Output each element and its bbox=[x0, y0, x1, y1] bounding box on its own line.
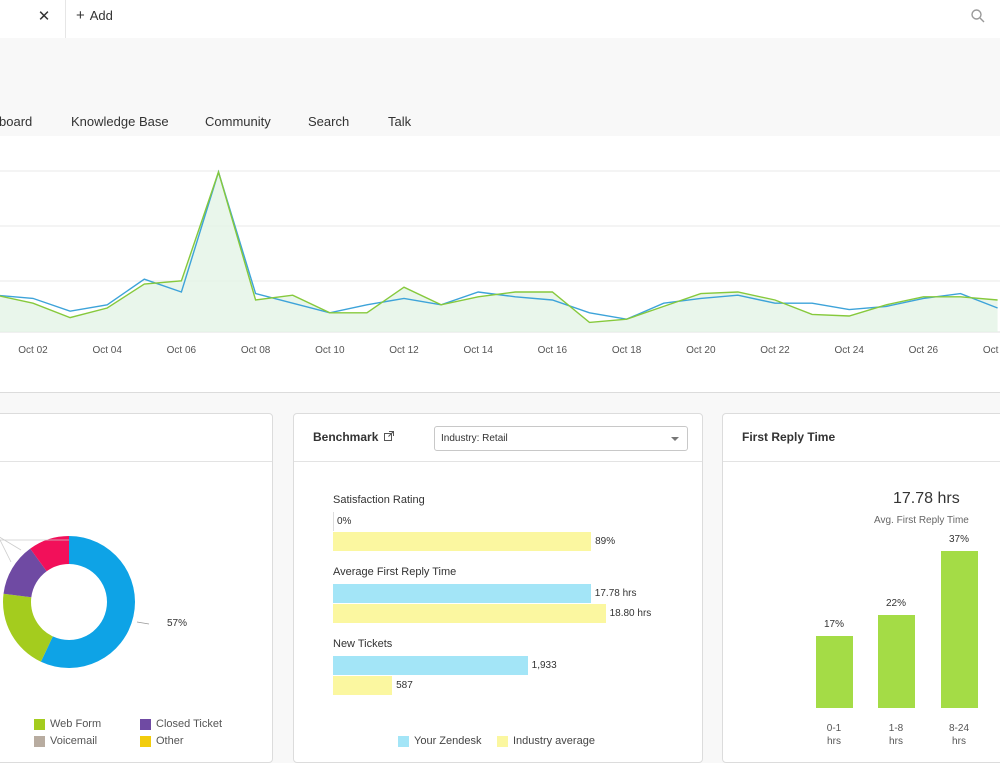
x-tick-label: Oct 02 bbox=[18, 345, 48, 356]
donut-slice-1 bbox=[40, 536, 135, 668]
reply-time-percent: 17% bbox=[823, 618, 844, 630]
x-tick-label: Oct 10 bbox=[315, 345, 345, 356]
legend-voicemail: Voicemail bbox=[50, 735, 98, 747]
legend-swatch-closed-ticket bbox=[140, 719, 151, 730]
tab-divider bbox=[65, 0, 66, 38]
reporting-nav: board Knowledge Base Community Search Ta… bbox=[0, 38, 1000, 137]
benchmark-metric-label: Average First Reply Time bbox=[333, 566, 457, 578]
first-reply-time-headline: 17.78 hrs bbox=[893, 490, 960, 507]
legend-industry-average: Industry average bbox=[513, 735, 595, 747]
legend-swatch-web-form bbox=[34, 719, 45, 730]
benchmark-metric-label: New Tickets bbox=[333, 638, 393, 650]
donut-slice-2 bbox=[2, 593, 53, 662]
chevron-down-icon bbox=[671, 437, 679, 441]
donut-leader-line bbox=[136, 621, 150, 625]
reply-time-range: 1-8 bbox=[888, 723, 904, 734]
reply-time-percent: 22% bbox=[885, 597, 906, 609]
industry-select-value: Industry: Retail bbox=[441, 433, 508, 444]
donut-leader-line bbox=[0, 536, 22, 551]
legend-closed-ticket: Closed Ticket bbox=[156, 718, 223, 730]
benchmark-value-label: 17.78 hrs bbox=[594, 588, 637, 599]
panel-header: Benchmark Industry: Retail bbox=[294, 414, 702, 462]
donut-slice-4 bbox=[30, 536, 69, 572]
tab-dashboard[interactable]: board bbox=[0, 114, 33, 129]
close-icon: ✕ bbox=[37, 8, 51, 25]
x-tick-label: Oct 16 bbox=[538, 345, 568, 356]
donut-percent-label: 57% bbox=[167, 618, 188, 629]
first-reply-time-panel: First Reply Time 17.78 hrs Avg. First Re… bbox=[722, 413, 1000, 763]
donut-leader-line bbox=[0, 539, 12, 563]
x-tick-label: Oct 14 bbox=[463, 345, 493, 356]
reply-time-bar bbox=[878, 614, 915, 708]
top-bar: ✕ + Add bbox=[0, 0, 1000, 39]
benchmark-value-label: 89% bbox=[595, 536, 616, 547]
legend-swatch-industry-average bbox=[497, 736, 508, 747]
panel-header bbox=[0, 414, 272, 462]
legend-swatch-your-zendesk bbox=[398, 736, 409, 747]
panel-header: First Reply Time bbox=[723, 414, 1000, 462]
donut-slice-3 bbox=[3, 548, 47, 598]
x-tick-label: Oct 22 bbox=[760, 345, 790, 356]
benchmark-value-label: 1,933 bbox=[531, 660, 557, 671]
x-tick-label: Oct 20 bbox=[686, 345, 716, 356]
donut-chart-svg bbox=[0, 536, 150, 668]
benchmark-metric-label: Satisfaction Rating bbox=[333, 494, 425, 506]
benchmark-bar-industry bbox=[333, 676, 393, 695]
reply-time-category: 1-8 hrs bbox=[876, 722, 916, 748]
add-label: Add bbox=[89, 8, 113, 23]
benchmark-bar-yours bbox=[333, 512, 334, 531]
industry-select[interactable]: Industry: Retail bbox=[434, 426, 688, 451]
reply-time-percent: 37% bbox=[948, 533, 969, 545]
first-reply-time-subtitle: Avg. First Reply Time bbox=[874, 515, 969, 526]
x-tick-label: Oct 08 bbox=[241, 345, 271, 356]
legend-your-zendesk: Your Zendesk bbox=[414, 735, 482, 747]
reply-time-bar bbox=[941, 550, 978, 708]
benchmark-value-label: 587 bbox=[396, 680, 413, 691]
reply-time-unit: hrs bbox=[827, 736, 841, 747]
x-tick-label: Oct 26 bbox=[909, 345, 939, 356]
tab-search[interactable]: Search bbox=[308, 114, 350, 129]
add-tab-button[interactable]: + Add bbox=[76, 6, 113, 26]
benchmark-bar-industry bbox=[333, 532, 592, 551]
plus-icon: + bbox=[76, 7, 85, 24]
x-tick-label: Oct 12 bbox=[389, 345, 419, 356]
x-tick-label: Oct 28 bbox=[983, 345, 1000, 356]
x-tick-label: Oct 24 bbox=[834, 345, 864, 356]
benchmark-bar-yours bbox=[333, 584, 591, 603]
x-tick-label: Oct 18 bbox=[612, 345, 642, 356]
reply-time-range: 0-1 bbox=[826, 723, 842, 734]
reply-time-range: 8-24 bbox=[948, 723, 969, 734]
benchmark-bar-industry bbox=[333, 604, 606, 623]
reply-time-category: 0-1 hrs bbox=[814, 722, 854, 748]
benchmark-value-label: 0% bbox=[337, 516, 352, 527]
series-line-2 bbox=[0, 169, 998, 324]
first-reply-time-title: First Reply Time bbox=[742, 430, 836, 444]
benchmark-panel: Benchmark Industry: Retail Satisfaction … bbox=[293, 413, 703, 763]
search-icon[interactable] bbox=[970, 8, 986, 24]
close-tab-button[interactable]: ✕ bbox=[34, 7, 54, 27]
tab-community[interactable]: Community bbox=[205, 114, 271, 129]
external-link-icon[interactable] bbox=[384, 431, 394, 441]
legend-swatch-voicemail bbox=[34, 736, 45, 747]
legend-other: Other bbox=[156, 735, 184, 747]
tab-talk[interactable]: Talk bbox=[388, 114, 412, 129]
benchmark-value-label: 18.80 hrs bbox=[609, 608, 652, 619]
benchmark-bar-yours bbox=[333, 656, 528, 675]
reply-time-unit: hrs bbox=[889, 736, 903, 747]
reply-time-category: 8-24 hrs bbox=[939, 722, 979, 748]
line-area-fill bbox=[0, 172, 998, 332]
channel-donut-panel: 57% Web Form Closed Ticket Voicemail Oth… bbox=[0, 413, 273, 763]
tab-knowledge-base[interactable]: Knowledge Base bbox=[71, 114, 169, 129]
x-tick-label: Oct 06 bbox=[167, 345, 197, 356]
reply-time-bar bbox=[816, 635, 853, 708]
ticket-line-chart: Oct 02 Oct 04 Oct 06 Oct 08 Oct 10 Oct 12 Oct … bbox=[0, 136, 1000, 393]
benchmark-title: Benchmark bbox=[313, 430, 379, 444]
legend-web-form: Web Form bbox=[50, 718, 102, 730]
x-tick-label: Oct 04 bbox=[92, 345, 122, 356]
legend-swatch-other bbox=[140, 736, 151, 747]
line-chart-svg: Oct 02 Oct 04 Oct 06 Oct 08 Oct 10 Oct 12 Oct … bbox=[0, 169, 1000, 356]
reply-time-unit: hrs bbox=[952, 736, 966, 747]
